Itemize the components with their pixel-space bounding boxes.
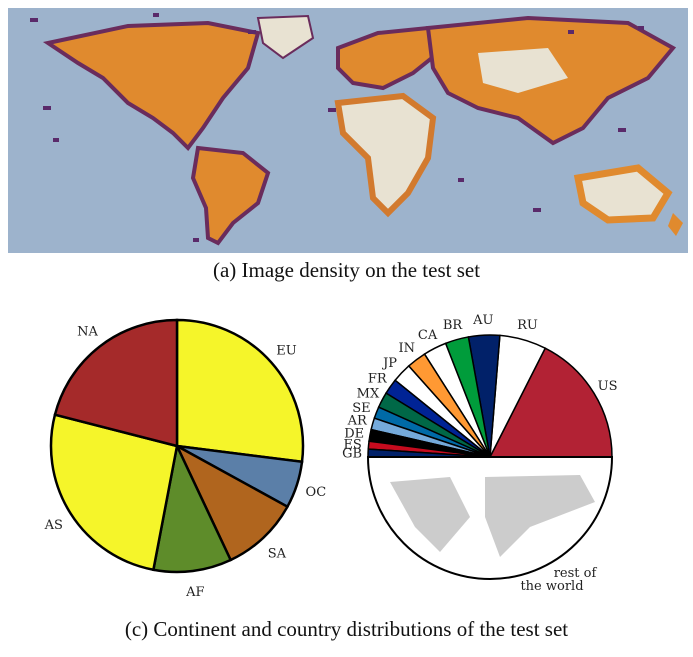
- density-australia: [573, 164, 673, 224]
- country-label-in: IN: [398, 341, 415, 356]
- continent-slice-af: [151, 441, 233, 574]
- continent-slice-eu: [175, 318, 305, 464]
- density-map: [8, 8, 688, 253]
- density-new-zealand: [668, 213, 683, 236]
- world-silhouette-eurasia-africa: [485, 475, 595, 557]
- country-label-de: DE: [344, 427, 364, 442]
- rest-of-world-label-line2: the world: [520, 579, 583, 594]
- country-label-ar: AR: [347, 413, 368, 428]
- continent-label-sa: SA: [268, 546, 287, 561]
- density-africa: [334, 92, 437, 218]
- density-europe: [336, 25, 441, 91]
- country-label-gb: GB: [342, 447, 362, 462]
- country-label-ru: RU: [517, 318, 538, 333]
- continent-label-oc: OC: [306, 485, 327, 500]
- country-slice-us: [488, 347, 613, 458]
- world-silhouette-americas: [390, 477, 470, 552]
- continent-label-na: NA: [77, 325, 98, 340]
- continent-slice-as: [49, 413, 179, 572]
- country-label-jp: JP: [381, 356, 397, 371]
- rest-of-world-label-line1: rest of: [554, 566, 598, 581]
- density-speckles: [30, 13, 644, 242]
- density-central-asia: [478, 48, 568, 93]
- continent-pie: NA EU OC SA AF AS: [44, 318, 327, 600]
- country-label-se: SE: [352, 401, 370, 416]
- country-label-es: ES: [343, 438, 361, 453]
- country-label-au: AU: [472, 313, 493, 328]
- distribution-pies: NA EU OC SA AF AS US RU AU BR CAINJPFRMXSEARDEESG…: [44, 313, 618, 600]
- density-greenland: [256, 14, 315, 60]
- country-label-us: US: [598, 379, 618, 394]
- continent-label-as: AS: [44, 518, 63, 533]
- caption-density-map: (a) Image density on the test set: [212, 258, 481, 282]
- caption-distributions: (c) Continent and country distributions …: [124, 617, 569, 641]
- continent-label-eu: EU: [276, 343, 296, 358]
- country-label-fr: FR: [368, 371, 388, 386]
- country-label-mx: MX: [357, 387, 380, 402]
- country-label-ca: CA: [418, 328, 438, 343]
- continent-label-af: AF: [185, 585, 204, 600]
- density-north-america: [42, 20, 261, 152]
- density-south-america: [190, 145, 271, 246]
- country-label-br: BR: [443, 318, 464, 333]
- continent-slice-na: [53, 318, 179, 448]
- continent-slice-sa: [174, 443, 290, 562]
